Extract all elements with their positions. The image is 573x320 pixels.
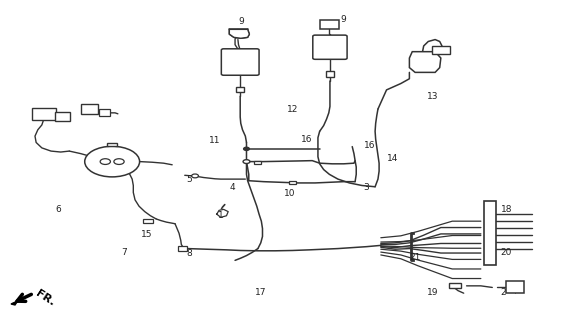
Bar — [236, 87, 244, 92]
Text: 1: 1 — [218, 211, 223, 220]
Text: 5: 5 — [186, 175, 192, 184]
Text: 13: 13 — [426, 92, 438, 101]
Bar — [320, 20, 339, 29]
Bar — [143, 219, 154, 223]
Text: 9: 9 — [341, 15, 347, 24]
Bar — [107, 143, 117, 146]
Bar — [449, 283, 461, 288]
Polygon shape — [217, 209, 228, 217]
Polygon shape — [229, 29, 249, 38]
Bar — [178, 246, 187, 251]
Bar — [99, 109, 111, 116]
FancyBboxPatch shape — [313, 35, 347, 59]
Bar — [55, 112, 69, 121]
Text: 3: 3 — [364, 183, 370, 192]
Bar — [32, 108, 56, 120]
Bar — [506, 281, 524, 293]
Text: 15: 15 — [141, 230, 152, 239]
Text: 16: 16 — [301, 135, 312, 144]
Text: 21: 21 — [409, 253, 421, 262]
Circle shape — [244, 147, 249, 150]
Text: 8: 8 — [186, 250, 192, 259]
Text: FR.: FR. — [34, 288, 57, 308]
Bar — [484, 201, 496, 265]
Text: 4: 4 — [229, 183, 235, 192]
Polygon shape — [11, 301, 18, 305]
FancyBboxPatch shape — [221, 49, 259, 75]
Bar — [326, 71, 334, 76]
Text: 20: 20 — [501, 248, 512, 257]
Bar — [431, 46, 450, 54]
Bar — [289, 181, 296, 184]
Text: 18: 18 — [501, 205, 512, 214]
Circle shape — [243, 160, 250, 164]
Text: 2: 2 — [501, 288, 507, 297]
Text: 16: 16 — [364, 141, 375, 150]
Circle shape — [191, 174, 198, 178]
Text: 6: 6 — [55, 205, 61, 214]
Text: 7: 7 — [121, 248, 127, 257]
Polygon shape — [409, 52, 441, 72]
Text: 11: 11 — [209, 136, 221, 145]
Text: 9: 9 — [238, 17, 244, 26]
Text: 14: 14 — [387, 154, 398, 163]
Circle shape — [85, 146, 140, 177]
Bar — [254, 161, 261, 164]
Text: 19: 19 — [426, 288, 438, 297]
Text: 17: 17 — [255, 288, 266, 297]
Text: 12: 12 — [286, 105, 298, 114]
Bar — [81, 104, 98, 114]
Text: 10: 10 — [284, 189, 295, 198]
